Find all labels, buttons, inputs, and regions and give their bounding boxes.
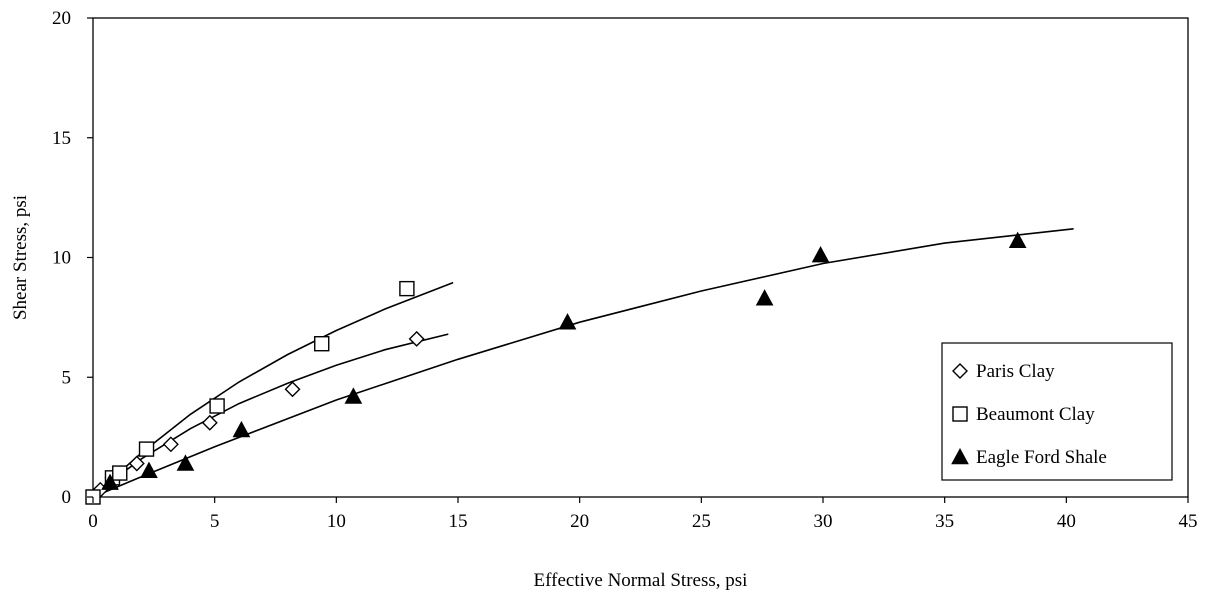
legend-marker-paris-clay (952, 363, 968, 379)
axes: 0 5 10 15 20 25 30 35 40 45 0 5 10 15 20 (52, 8, 1198, 532)
legend-label-beaumont-clay: Beaumont Clay (976, 404, 1095, 425)
y-axis-label: Shear Stress, psi (10, 195, 31, 320)
legend-marker-eagle-ford-shale (951, 447, 969, 465)
x-tick-label: 5 (210, 511, 220, 532)
data-point-eagle-ford-shale (755, 289, 774, 306)
y-tick-label: 5 (62, 367, 72, 388)
data-point-paris-clay (128, 455, 145, 472)
x-tick-label: 0 (88, 511, 98, 532)
data-point-eagle-ford-shale (344, 387, 363, 404)
data-point-beaumont-clay (209, 398, 225, 414)
data-point-paris-clay (284, 381, 301, 398)
legend: Paris Clay Beaumont Clay Eagle Ford Shale (941, 342, 1173, 481)
x-tick-label: 30 (814, 511, 833, 532)
y-tick-label: 10 (52, 248, 71, 269)
x-tick-label: 35 (935, 511, 954, 532)
data-point-beaumont-clay (138, 441, 155, 457)
x-tick-label: 25 (692, 511, 711, 532)
data-point-eagle-ford-shale (232, 420, 251, 438)
y-tick-label: 20 (52, 8, 71, 29)
legend-label-paris-clay: Paris Clay (976, 361, 1055, 382)
y-tick-label: 0 (62, 487, 72, 508)
data-point-beaumont-clay (112, 465, 128, 481)
data-point-beaumont-clay (399, 280, 415, 297)
legend-box (941, 342, 1173, 481)
data-point-eagle-ford-shale (1008, 231, 1027, 249)
legend-marker-beaumont-clay (952, 406, 968, 422)
x-tick-label: 15 (449, 511, 468, 532)
x-tick-label: 10 (327, 511, 346, 532)
data-point-eagle-ford-shale (558, 313, 577, 330)
x-tick-label: 45 (1179, 511, 1198, 532)
data-point-eagle-ford-shale (176, 454, 195, 471)
x-tick-label: 40 (1057, 511, 1076, 532)
data-point-paris-clay (408, 330, 425, 347)
y-tick-label: 15 (52, 128, 71, 149)
x-tick-label: 20 (570, 511, 589, 532)
trendline-eagle-ford-shale (92, 228, 1074, 498)
legend-label-eagle-ford-shale: Eagle Ford Shale (976, 447, 1107, 468)
data-point-beaumont-clay (314, 336, 330, 352)
data-markers (85, 231, 1027, 505)
data-point-paris-clay (162, 436, 179, 453)
data-point-paris-clay (201, 414, 218, 431)
data-point-eagle-ford-shale (101, 473, 119, 490)
data-point-eagle-ford-shale (140, 461, 158, 478)
data-point-eagle-ford-shale (811, 246, 830, 263)
x-axis-label: Effective Normal Stress, psi (534, 570, 748, 591)
